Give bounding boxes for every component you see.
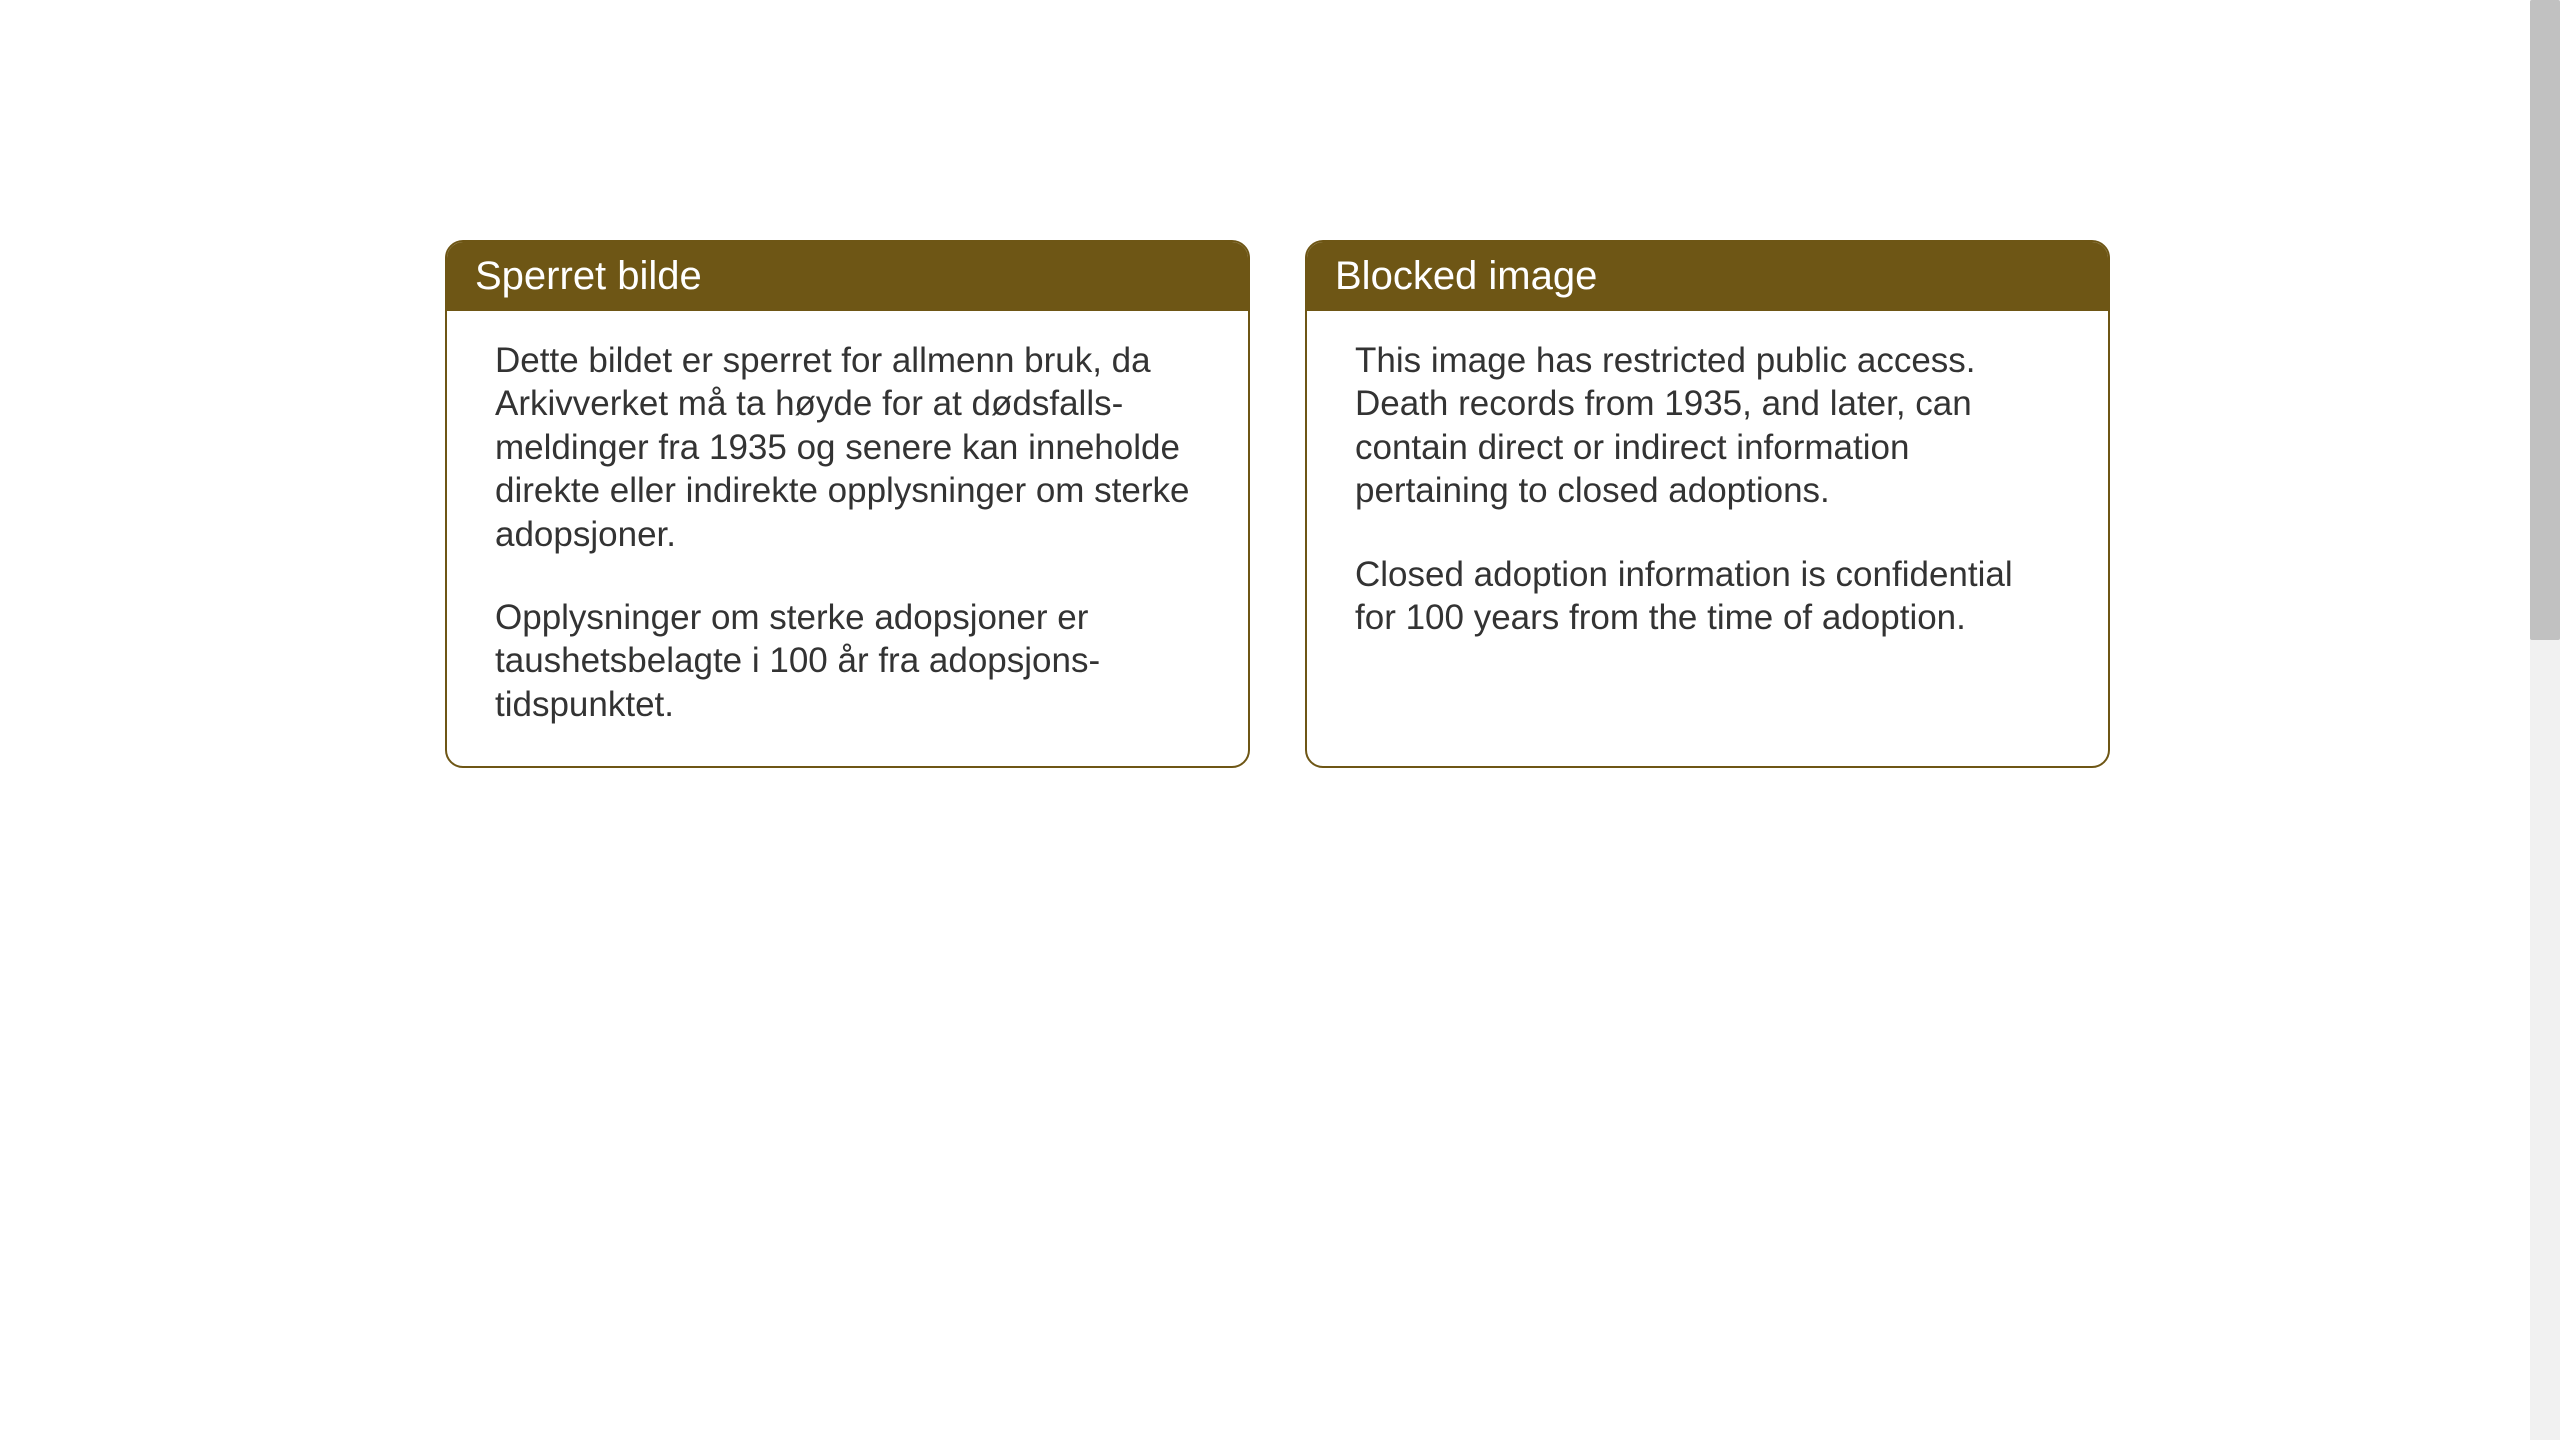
norwegian-card: Sperret bilde Dette bildet er sperret fo… [445,240,1250,768]
norwegian-card-title: Sperret bilde [475,254,702,298]
norwegian-card-body: Dette bildet er sperret for allmenn bruk… [447,311,1248,766]
english-paragraph-1: This image has restricted public access.… [1355,339,2060,513]
english-card-title: Blocked image [1335,254,1597,298]
norwegian-paragraph-1: Dette bildet er sperret for allmenn bruk… [495,339,1200,556]
english-card: Blocked image This image has restricted … [1305,240,2110,768]
cards-container: Sperret bilde Dette bildet er sperret fo… [445,240,2110,768]
norwegian-paragraph-2: Opplysninger om sterke adopsjoner er tau… [495,596,1200,726]
english-card-header: Blocked image [1307,242,2108,311]
vertical-scrollbar[interactable] [2530,0,2560,1440]
english-card-body: This image has restricted public access.… [1307,311,2108,679]
english-paragraph-2: Closed adoption information is confident… [1355,553,2060,640]
scrollbar-thumb[interactable] [2530,0,2560,640]
norwegian-card-header: Sperret bilde [447,242,1248,311]
